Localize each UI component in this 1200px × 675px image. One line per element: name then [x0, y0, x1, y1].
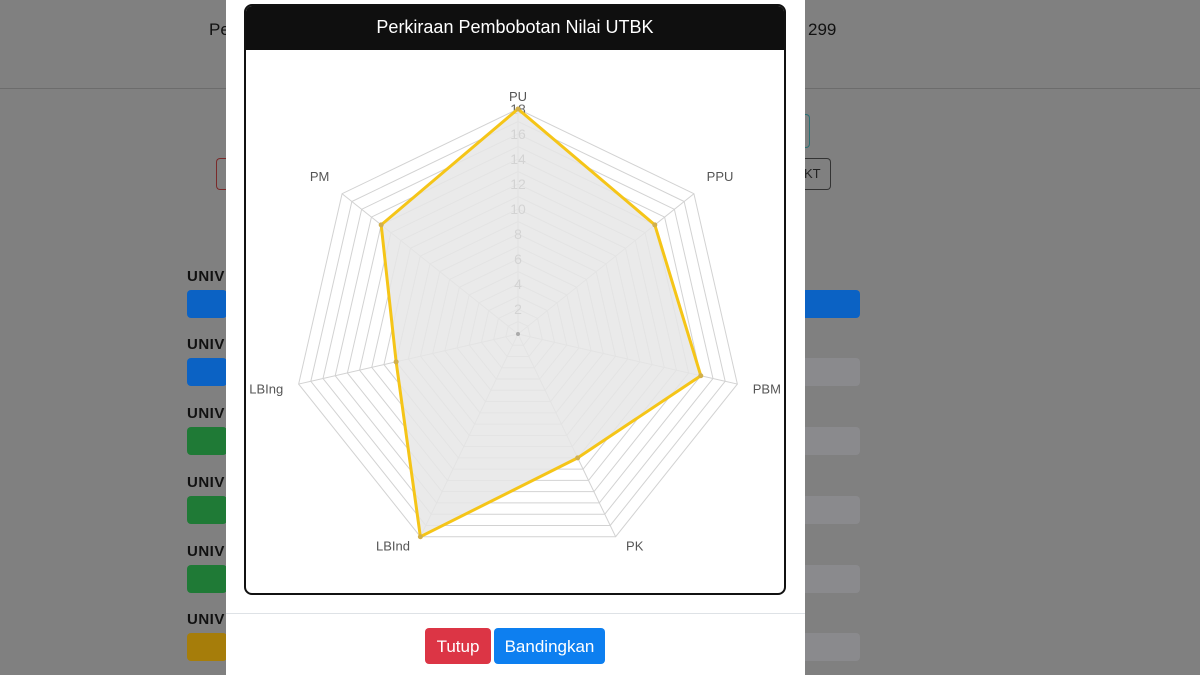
background-university-label: UNIV: [187, 405, 225, 422]
axis-label-layer: PU PPU PBM PK LBInd LBIng PM: [249, 89, 781, 553]
axis-label: PPU: [707, 169, 734, 184]
background-university-label: UNIV: [187, 611, 225, 628]
center-point: [516, 332, 520, 336]
background-bar: [187, 496, 227, 524]
background-bar-right: [804, 633, 860, 661]
data-point: [417, 534, 423, 540]
axis-label: PM: [310, 169, 330, 184]
axis-label: LBInd: [376, 538, 410, 553]
background-university-label: UNIV: [187, 474, 225, 491]
axis-label: PU: [509, 89, 527, 104]
data-point: [698, 373, 704, 379]
data-point: [393, 359, 399, 365]
grid-ring: [298, 108, 738, 538]
axis-label: PK: [626, 538, 644, 553]
data-point: [515, 106, 521, 112]
background-bar-right: [804, 565, 860, 593]
axis-label: LBIng: [249, 381, 283, 396]
series-line: [379, 107, 703, 539]
series-layer: [378, 106, 704, 540]
compare-button[interactable]: Bandingkan: [494, 628, 605, 664]
background-header-text-left: Pe: [209, 20, 230, 39]
grid-ring: [322, 133, 714, 515]
data-point: [652, 222, 658, 228]
background-bar: [187, 633, 227, 661]
background-outline-button: [804, 114, 810, 148]
chart-title: Perkiraan Pembobotan Nilai UTBK: [246, 6, 784, 50]
close-button[interactable]: Tutup: [425, 628, 491, 664]
background-outline-button-left: [216, 158, 227, 190]
background-bar: [187, 358, 227, 386]
background-header-text-right: 299: [808, 20, 837, 39]
background-bar-right: [804, 290, 860, 318]
background-bar: [187, 565, 227, 593]
background-university-label: UNIV: [187, 268, 225, 285]
modal-footer-divider: [226, 613, 805, 614]
background-university-label: UNIV: [187, 543, 225, 560]
background-bar: [187, 290, 227, 318]
data-point: [575, 455, 581, 461]
background-bar-right: [804, 358, 860, 386]
axis-label: PBM: [753, 381, 781, 396]
grid-ring: [334, 145, 702, 504]
background-university-label: UNIV: [187, 336, 225, 353]
background-bar-right: [804, 427, 860, 455]
grid-ring: [310, 120, 726, 526]
background-bar-right: [804, 496, 860, 524]
background-bar: [187, 427, 227, 455]
background-kt-button: KT: [804, 158, 831, 190]
data-point: [378, 222, 384, 228]
